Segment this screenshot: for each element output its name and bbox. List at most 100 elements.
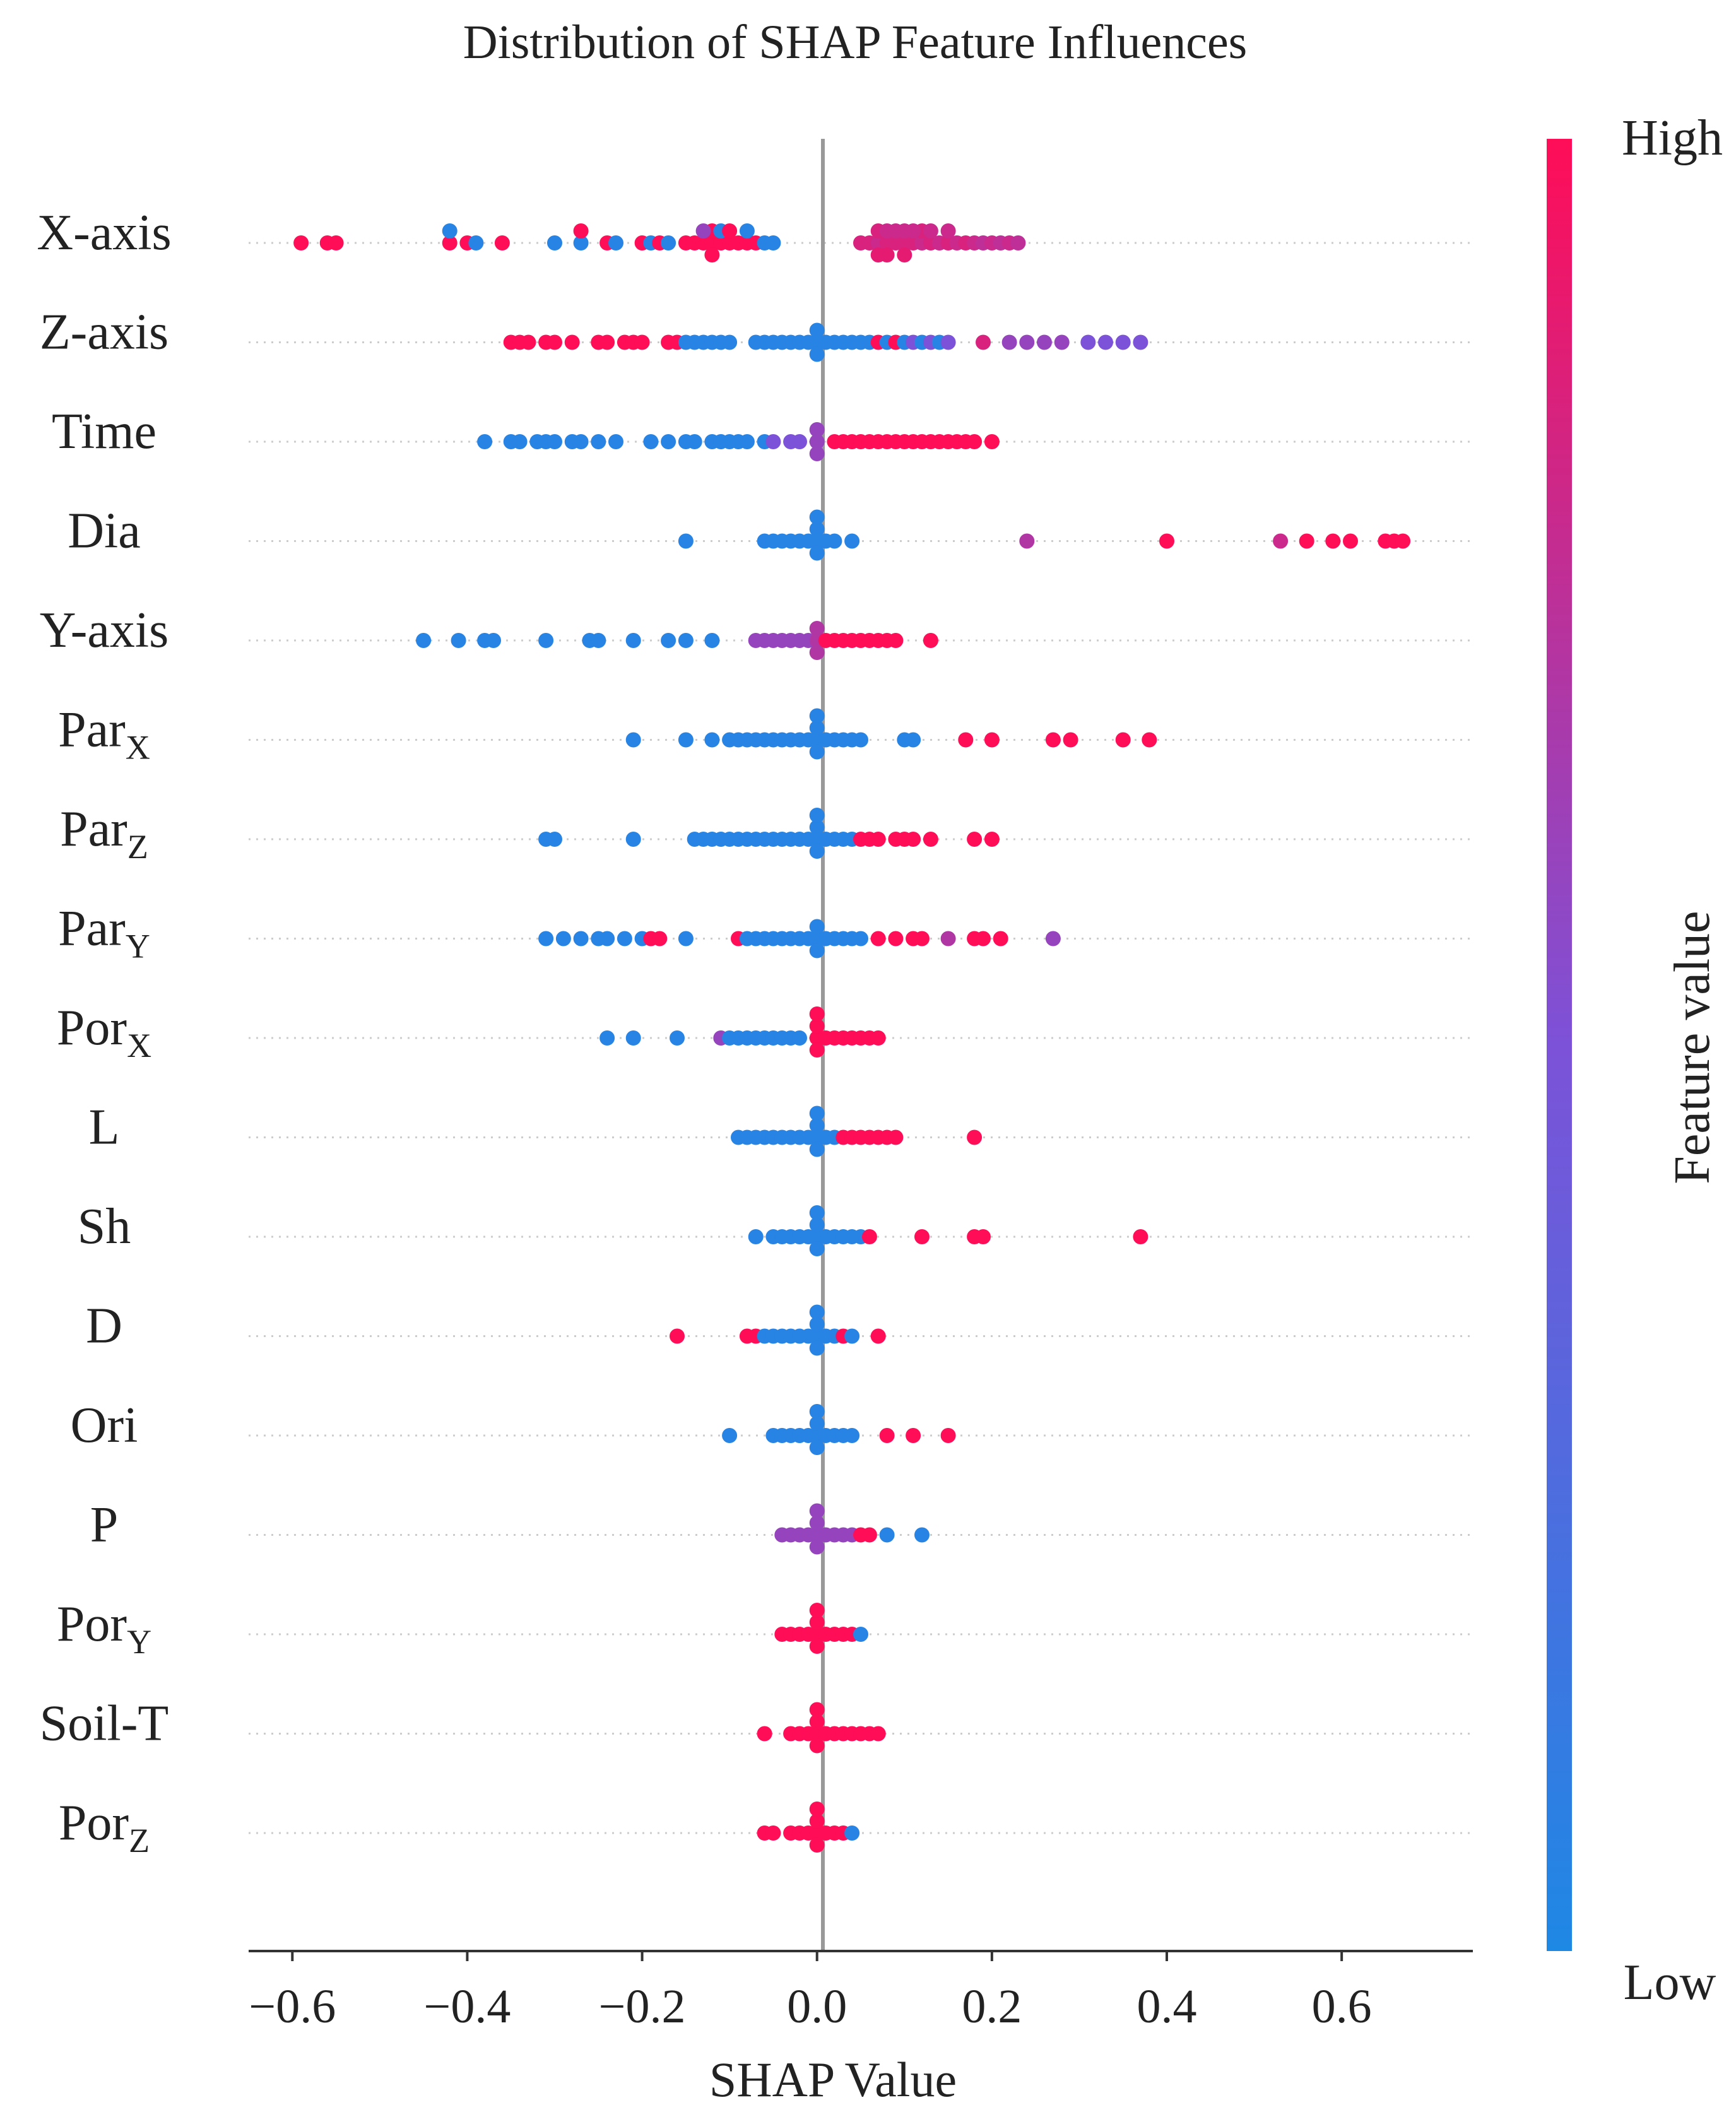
shap-point <box>722 1428 738 1443</box>
shap-point <box>809 844 825 859</box>
shap-point <box>1395 533 1411 549</box>
shap-point <box>809 1615 825 1630</box>
shap-point <box>1343 533 1358 549</box>
shap-point <box>661 235 676 251</box>
shap-point <box>704 633 720 648</box>
shap-point <box>704 247 720 262</box>
shap-point <box>722 223 738 239</box>
chart-title: Distribution of SHAP Feature Influences <box>463 16 1248 69</box>
colorbar-title: Feature value <box>1665 911 1720 1184</box>
x-tick-label: 0.4 <box>1137 1980 1197 2033</box>
shap-point <box>844 1428 860 1443</box>
shap-point <box>687 434 702 449</box>
shap-point <box>678 533 694 549</box>
shap-point <box>914 1229 930 1244</box>
feature-label: ParX <box>58 702 150 767</box>
shap-point <box>844 533 860 549</box>
shap-point <box>809 545 825 561</box>
shap-point <box>1159 533 1174 549</box>
shap-point <box>1010 235 1026 251</box>
shap-point <box>906 1428 921 1443</box>
shap-point <box>748 1229 764 1244</box>
shap-point <box>625 832 641 847</box>
shap-point <box>870 832 886 847</box>
shap-point <box>1019 533 1035 549</box>
shap-point <box>765 1825 781 1841</box>
shap-point <box>739 223 755 239</box>
shap-point <box>870 1726 886 1742</box>
shap-point <box>634 334 650 350</box>
feature-label: Soil-T <box>40 1696 168 1752</box>
shap-point <box>678 931 694 946</box>
shap-point <box>809 1042 825 1058</box>
shap-point <box>416 633 432 648</box>
shap-point <box>765 235 781 251</box>
shap-point <box>704 732 720 748</box>
shap-point <box>538 633 554 648</box>
feature-label: PorX <box>57 1000 151 1064</box>
feature-labels: X-axis Z-axis Time Dia Y-axis ParX ParZ ParY Por… <box>37 205 171 1860</box>
shap-point <box>967 1129 983 1145</box>
shap-point <box>1054 334 1070 350</box>
shap-point <box>1037 334 1052 350</box>
shap-point <box>809 1416 825 1431</box>
feature-label: PorY <box>57 1596 151 1661</box>
shap-point <box>1299 533 1314 549</box>
shap-point <box>897 247 912 262</box>
shap-point <box>809 422 825 437</box>
x-axis-label: SHAP Value <box>709 2052 957 2107</box>
shap-point <box>809 434 825 449</box>
shap-point <box>809 943 825 958</box>
shap-point <box>1115 732 1131 748</box>
colorbar <box>1547 139 1572 1951</box>
shap-point <box>599 931 615 946</box>
shap-point <box>643 434 659 449</box>
shap-point <box>792 434 807 449</box>
shap-point <box>853 1627 868 1642</box>
feature-label: ParY <box>58 901 150 965</box>
shap-point <box>940 931 956 946</box>
shap-point <box>906 732 921 748</box>
shap-point <box>591 633 606 648</box>
shap-point <box>809 1702 825 1718</box>
shap-point <box>599 1030 615 1046</box>
feature-label: X-axis <box>37 205 171 261</box>
shap-point <box>967 832 983 847</box>
shap-point <box>1133 1229 1148 1244</box>
shap-point <box>573 931 589 946</box>
shap-point <box>547 334 562 350</box>
shap-point <box>1325 533 1341 549</box>
shap-point <box>564 334 580 350</box>
shap-point <box>861 1527 877 1543</box>
shap-point <box>809 1117 825 1133</box>
feature-label: PorZ <box>59 1795 150 1860</box>
shap-point <box>661 633 676 648</box>
shap-point <box>879 1428 895 1443</box>
shap-point <box>809 744 825 760</box>
shap-point <box>976 334 991 350</box>
shap-point <box>914 1527 930 1543</box>
shap-point <box>809 1639 825 1654</box>
shap-point <box>809 621 825 636</box>
shap-point <box>573 223 589 239</box>
shap-point <box>809 1837 825 1853</box>
shap-point <box>670 1030 685 1046</box>
shap-point <box>547 832 562 847</box>
shap-point <box>940 1428 956 1443</box>
shap-point <box>1115 334 1131 350</box>
shap-point <box>809 1006 825 1022</box>
shap-point <box>809 1018 825 1034</box>
shap-point <box>809 1813 825 1829</box>
shap-point <box>451 633 466 648</box>
shap-point <box>1098 334 1113 350</box>
shap-point <box>765 434 781 449</box>
shap-point <box>958 732 974 748</box>
shap-point <box>879 1527 895 1543</box>
shap-point <box>809 322 825 338</box>
feature-label: Y-axis <box>40 603 168 658</box>
shap-point <box>1045 732 1061 748</box>
shap-point <box>809 1738 825 1754</box>
shap-point <box>879 247 895 262</box>
feature-label: Ori <box>71 1398 138 1453</box>
shap-point <box>1019 334 1035 350</box>
